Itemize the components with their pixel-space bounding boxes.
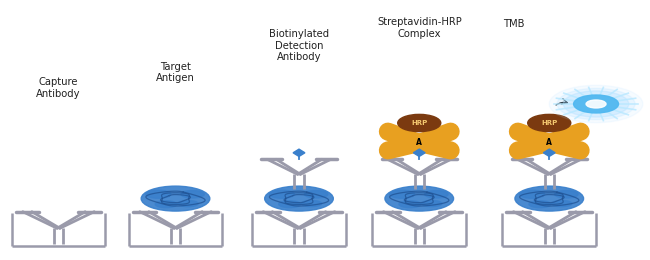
Ellipse shape: [302, 200, 322, 207]
Polygon shape: [293, 149, 305, 157]
Ellipse shape: [515, 186, 584, 211]
Text: Target
Antigen: Target Antigen: [156, 62, 195, 83]
Ellipse shape: [519, 190, 545, 198]
Ellipse shape: [529, 201, 551, 208]
Circle shape: [564, 91, 629, 117]
Ellipse shape: [279, 201, 300, 208]
Ellipse shape: [269, 190, 294, 198]
Circle shape: [549, 85, 643, 123]
Circle shape: [398, 114, 441, 132]
Ellipse shape: [385, 186, 454, 211]
Ellipse shape: [424, 191, 448, 198]
Circle shape: [573, 95, 619, 113]
Text: Biotinylated
Detection
Antibody: Biotinylated Detection Antibody: [269, 29, 329, 62]
Ellipse shape: [422, 200, 442, 207]
Text: Streptavidin-HRP
Complex: Streptavidin-HRP Complex: [377, 17, 462, 39]
Ellipse shape: [265, 186, 333, 211]
Circle shape: [586, 100, 606, 108]
Text: HRP: HRP: [411, 120, 428, 126]
Text: TMB: TMB: [502, 19, 525, 29]
Ellipse shape: [181, 191, 204, 198]
Ellipse shape: [399, 201, 421, 208]
Ellipse shape: [155, 201, 177, 208]
Ellipse shape: [146, 190, 171, 198]
Circle shape: [528, 114, 571, 132]
Text: HRP: HRP: [541, 120, 558, 126]
Polygon shape: [413, 149, 425, 157]
Ellipse shape: [178, 200, 198, 207]
Ellipse shape: [304, 191, 328, 198]
Text: A: A: [546, 138, 552, 147]
Text: A: A: [416, 138, 422, 147]
Circle shape: [557, 88, 635, 120]
Ellipse shape: [552, 200, 572, 207]
Text: Capture
Antibody: Capture Antibody: [36, 77, 81, 99]
Polygon shape: [543, 149, 555, 157]
Ellipse shape: [141, 186, 210, 211]
Ellipse shape: [389, 190, 415, 198]
Ellipse shape: [554, 191, 578, 198]
